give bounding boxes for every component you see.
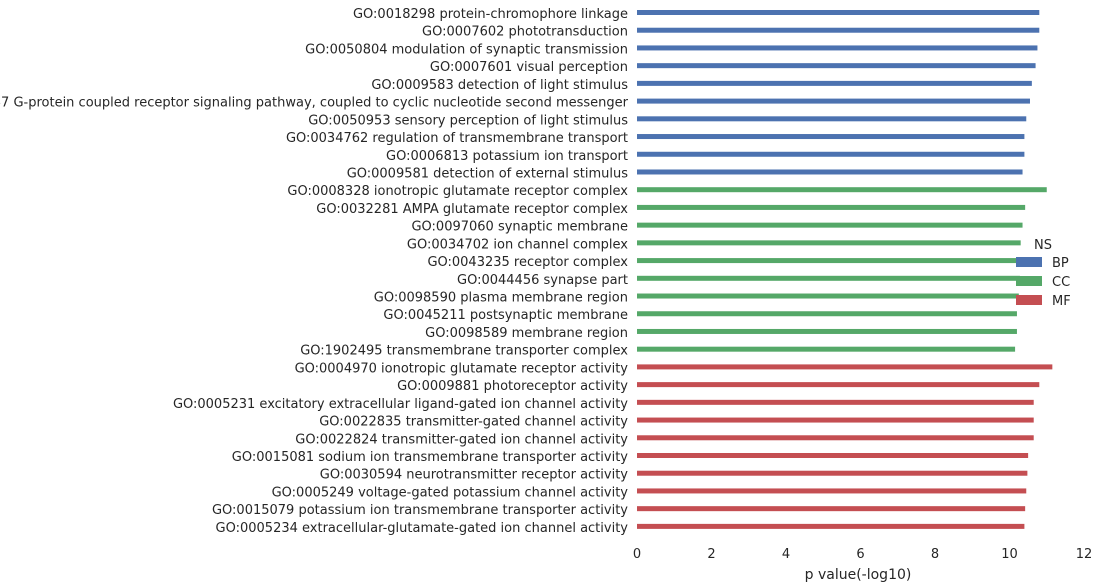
- x-tick-label: 2: [707, 547, 715, 562]
- category-label: GO:0034762 regulation of transmembrane t…: [286, 131, 628, 146]
- bar-cc: [637, 311, 1017, 317]
- category-label: GO:0007602 phototransduction: [422, 25, 628, 40]
- legend-swatch-cc: [1016, 276, 1042, 286]
- bar-cc: [637, 240, 1021, 246]
- bar-cc: [637, 328, 1017, 334]
- category-label: GO:0022835 transmitter-gated channel act…: [319, 415, 628, 430]
- bar-cc: [637, 222, 1023, 228]
- x-tick-label: 8: [931, 547, 939, 562]
- category-label: GO:0004970 ionotropic glutamate receptor…: [295, 361, 629, 376]
- legend-swatch-mf: [1016, 295, 1042, 305]
- bar-mf: [637, 382, 1040, 388]
- legend-label-bp: BP: [1052, 256, 1069, 271]
- category-label: GO:0015079 potassium ion transmembrane t…: [212, 503, 628, 518]
- bar-bp: [637, 98, 1030, 104]
- bar-cc: [637, 293, 1019, 299]
- bar-mf: [637, 417, 1034, 423]
- bar-bp: [637, 27, 1040, 33]
- bar-bp: [637, 45, 1038, 51]
- category-label: GO:0044456 synapse part: [457, 273, 628, 288]
- category-label: GO:0018298 protein-chromophore linkage: [353, 7, 628, 22]
- bar-bp: [637, 134, 1025, 140]
- bar-cc: [637, 187, 1047, 193]
- bar-bp: [637, 151, 1025, 157]
- category-label: GO:0005231 excitatory extracellular liga…: [173, 397, 628, 412]
- category-label: GO:0043235 receptor complex: [427, 255, 628, 270]
- category-label: GO:0005249 voltage-gated potassium chann…: [272, 485, 629, 500]
- x-tick-label: 4: [782, 547, 790, 562]
- bar-mf: [637, 399, 1034, 405]
- category-label: GO:0007187 G-protein coupled receptor si…: [0, 96, 629, 111]
- category-label: GO:0009583 detection of light stimulus: [371, 78, 628, 93]
- legend-label-mf: MF: [1052, 294, 1071, 309]
- category-label: GO:0050953 sensory perception of light s…: [308, 113, 628, 128]
- legend-swatch-bp: [1016, 257, 1042, 267]
- category-label: GO:0098589 membrane region: [425, 326, 628, 341]
- category-label: GO:0098590 plasma membrane region: [374, 291, 628, 306]
- bar-mf: [637, 523, 1025, 529]
- x-tick-label: 0: [633, 547, 641, 562]
- x-tick-label: 10: [1001, 547, 1018, 562]
- bar-bp: [637, 80, 1032, 86]
- category-label: GO:0009881 photoreceptor activity: [397, 379, 628, 394]
- bar-mf: [637, 488, 1027, 494]
- bar-cc: [637, 258, 1021, 264]
- category-label: GO:0008328 ionotropic glutamate receptor…: [287, 184, 628, 199]
- bar-cc: [637, 275, 1020, 281]
- bar-bp: [637, 10, 1040, 15]
- category-label: GO:0015081 sodium ion transmembrane tran…: [232, 450, 628, 465]
- bar-cc: [637, 204, 1026, 210]
- x-axis-ticks: 0 2 4 6 8 10 12: [633, 547, 1092, 562]
- bar-mf: [637, 435, 1034, 441]
- bar-mf: [637, 364, 1053, 370]
- legend-title: NS: [1034, 238, 1052, 253]
- x-tick-label: 6: [856, 547, 864, 562]
- bar-mf: [637, 470, 1028, 476]
- x-axis-label: p value(-log10): [805, 567, 912, 583]
- bar-cc: [637, 346, 1016, 352]
- category-labels: GO:0018298 protein-chromophore linkage GO…: [0, 7, 629, 536]
- category-label: GO:0022824 transmitter-gated ion channel…: [295, 432, 628, 447]
- bar-bp: [637, 63, 1036, 69]
- category-label: GO:0032281 AMPA glutamate receptor compl…: [316, 202, 628, 217]
- bar-bp: [637, 116, 1027, 122]
- category-label: GO:0030594 neurotransmitter receptor act…: [320, 468, 629, 483]
- category-label: GO:0005234 extracellular-glutamate-gated…: [216, 521, 629, 536]
- category-label: GO:0050804 modulation of synaptic transm…: [305, 42, 628, 57]
- category-label: GO:0097060 synaptic membrane: [411, 220, 628, 235]
- category-label: GO:0007601 visual perception: [430, 60, 628, 75]
- category-label: GO:0006813 potassium ion transport: [386, 149, 628, 164]
- category-label: GO:0045211 postsynaptic membrane: [383, 308, 628, 323]
- bar-bp: [637, 169, 1023, 175]
- legend: NS BP CC MF: [1016, 238, 1071, 309]
- bars-layer: [637, 10, 1053, 529]
- bar-mf: [637, 453, 1029, 458]
- category-label: GO:0034702 ion channel complex: [407, 237, 628, 252]
- x-tick-label: 12: [1076, 547, 1093, 562]
- legend-label-cc: CC: [1052, 275, 1070, 290]
- category-label: GO:0009581 detection of external stimulu…: [347, 166, 629, 181]
- bar-mf: [637, 506, 1026, 512]
- category-label: GO:1902495 transmembrane transporter com…: [300, 344, 628, 359]
